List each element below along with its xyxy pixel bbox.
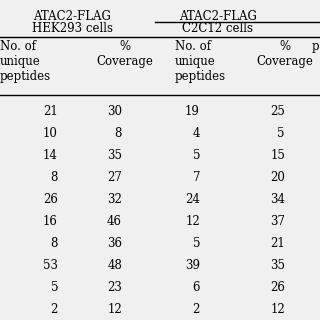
Text: 5: 5 xyxy=(193,149,200,162)
Text: 12: 12 xyxy=(270,303,285,316)
Text: 53: 53 xyxy=(43,259,58,272)
Text: 5: 5 xyxy=(51,281,58,294)
Text: HEK293 cells: HEK293 cells xyxy=(31,22,113,35)
Text: 39: 39 xyxy=(185,259,200,272)
Text: %
Coverage: % Coverage xyxy=(97,40,153,68)
Text: 16: 16 xyxy=(43,215,58,228)
Text: 35: 35 xyxy=(270,259,285,272)
Text: 12: 12 xyxy=(107,303,122,316)
Text: 8: 8 xyxy=(51,171,58,184)
Text: 21: 21 xyxy=(43,105,58,118)
Text: 48: 48 xyxy=(107,259,122,272)
Text: 46: 46 xyxy=(107,215,122,228)
Text: 37: 37 xyxy=(270,215,285,228)
Text: 21: 21 xyxy=(270,237,285,250)
Text: p: p xyxy=(311,40,319,53)
Text: 5: 5 xyxy=(277,127,285,140)
Text: 34: 34 xyxy=(270,193,285,206)
Text: 36: 36 xyxy=(107,237,122,250)
Text: 32: 32 xyxy=(107,193,122,206)
Text: 24: 24 xyxy=(185,193,200,206)
Text: 4: 4 xyxy=(193,127,200,140)
Text: 8: 8 xyxy=(51,237,58,250)
Text: 2: 2 xyxy=(193,303,200,316)
Text: No. of
unique
peptides: No. of unique peptides xyxy=(0,40,51,83)
Text: 23: 23 xyxy=(107,281,122,294)
Text: ATAC2-FLAG: ATAC2-FLAG xyxy=(33,10,111,23)
Text: 20: 20 xyxy=(270,171,285,184)
Text: C2C12 cells: C2C12 cells xyxy=(182,22,253,35)
Text: 35: 35 xyxy=(107,149,122,162)
Text: 19: 19 xyxy=(185,105,200,118)
Text: 27: 27 xyxy=(107,171,122,184)
Text: %
Coverage: % Coverage xyxy=(257,40,313,68)
Text: 30: 30 xyxy=(107,105,122,118)
Text: 8: 8 xyxy=(115,127,122,140)
Text: 25: 25 xyxy=(270,105,285,118)
Text: 5: 5 xyxy=(193,237,200,250)
Text: 12: 12 xyxy=(185,215,200,228)
Text: 14: 14 xyxy=(43,149,58,162)
Text: 7: 7 xyxy=(193,171,200,184)
Text: 2: 2 xyxy=(51,303,58,316)
Text: 26: 26 xyxy=(43,193,58,206)
Text: ATAC2-FLAG: ATAC2-FLAG xyxy=(179,10,257,23)
Text: No. of
unique
peptides: No. of unique peptides xyxy=(175,40,226,83)
Text: 15: 15 xyxy=(270,149,285,162)
Text: 26: 26 xyxy=(270,281,285,294)
Text: 6: 6 xyxy=(193,281,200,294)
Text: 10: 10 xyxy=(43,127,58,140)
